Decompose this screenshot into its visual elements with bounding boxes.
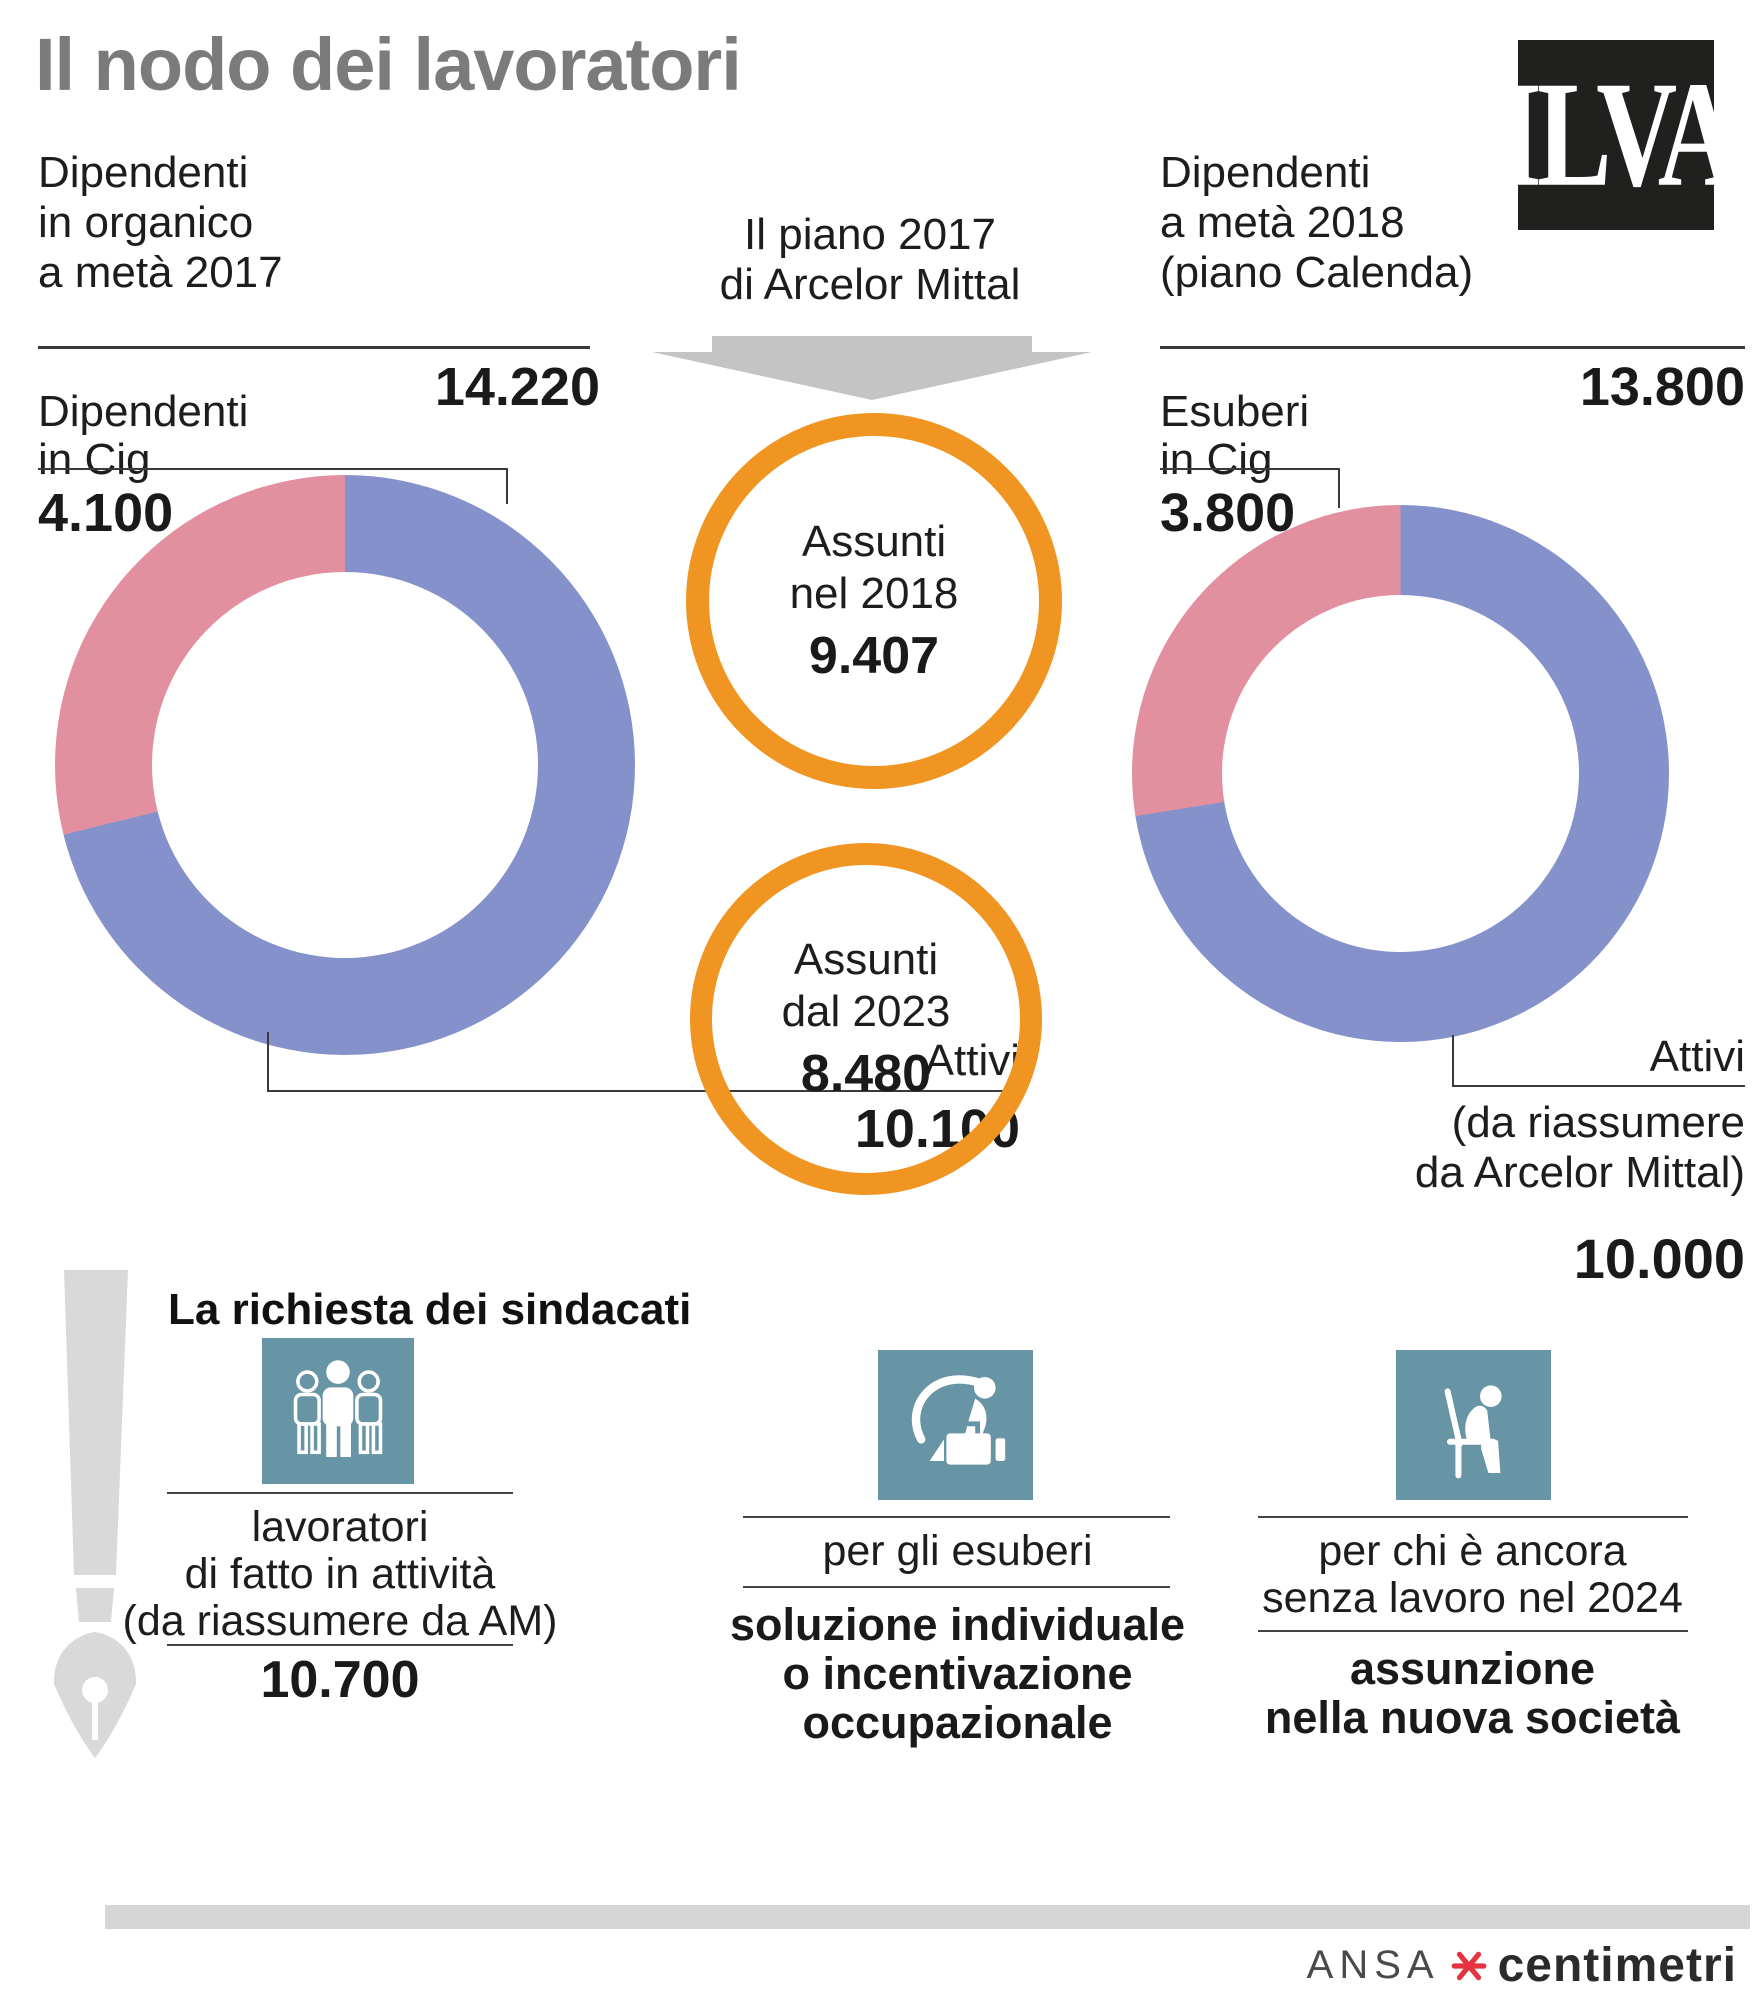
donut-chart-2018 (1132, 505, 1669, 1042)
right-value-2018: 13.800 (1579, 357, 1745, 417)
column2-bold-text: soluzione individuale o incentivazione o… (729, 1599, 1186, 1748)
column3-iconbox (1396, 1350, 1551, 1500)
ilva-logo-text: ILVA (1498, 50, 1738, 219)
plan-caption: Il piano 2017 di Arcelor Mittal (719, 210, 1021, 309)
column3-text: per chi è ancora senza lavoro nel 2024 (1262, 1527, 1683, 1622)
column3-bold-text: assunzione nella nuova società (1264, 1643, 1681, 1743)
left-attivi-connector-v (267, 1032, 269, 1092)
column1-value: 10.700 (260, 1651, 420, 1709)
footer-credits: ANSA centimetri (1307, 1938, 1737, 1993)
right-attivi-value: 10.000 (1573, 1227, 1745, 1290)
donut-hole (152, 572, 538, 958)
centimetri-logo-text: centimetri (1497, 1939, 1737, 1992)
left-rule-1 (38, 346, 590, 349)
right-esuberi-connector-h (1160, 468, 1338, 470)
page-title: Il nodo dei lavoratori (35, 23, 742, 106)
left-label-organico: Dipendenti in organico a metà 2017 (38, 148, 283, 297)
column2-iconbox (878, 1350, 1033, 1500)
left-attivi-connector-h (267, 1090, 1022, 1092)
down-arrow-icon (652, 336, 1092, 400)
right-esuberi-connector-v (1338, 468, 1340, 508)
column2-divider-bottom (743, 1586, 1170, 1588)
workers-group-icon (293, 1360, 383, 1458)
footer-bar (105, 1905, 1750, 1929)
left-value-organico: 14.220 (434, 357, 600, 417)
left-cig-connector-h (38, 468, 508, 470)
right-label-2018: Dipendenti a metà 2018 (piano Calenda) (1160, 148, 1474, 297)
leaving-worker-briefcase-icon (911, 1375, 1005, 1465)
bottom-heading: La richiesta dei sindacati (168, 1285, 692, 1334)
column1-text: lavoratori di fatto in attività (da rias… (122, 1503, 558, 1645)
left-value-cig: 4.100 (38, 483, 174, 543)
ilva-logo: ILVA (1498, 40, 1739, 230)
pen-nib-icon (53, 1270, 137, 1758)
column2-divider-top (743, 1516, 1170, 1518)
right-attivi-sub: (da riassumere da Arcelor Mittal) (1414, 1098, 1745, 1197)
assunti-2023-circle: Assunti dal 2023 8.480 (690, 843, 1042, 1195)
column1-divider-bottom (167, 1644, 513, 1646)
column3-divider-top (1258, 1516, 1688, 1518)
sitting-jobless-icon (1444, 1385, 1502, 1479)
column3-divider-bottom (1258, 1630, 1688, 1632)
donut-hole (1222, 595, 1579, 952)
column1-iconbox (262, 1338, 414, 1484)
right-label-esuberi: Esuberi in Cig (1160, 387, 1310, 484)
right-value-esuberi: 3.800 (1160, 483, 1296, 543)
ansa-logo-text: ANSA (1306, 1943, 1440, 1987)
column1-divider-top (167, 1492, 513, 1494)
right-attivi-connector-h (1452, 1085, 1745, 1087)
left-label-cig: Dipendenti in Cig (38, 387, 249, 484)
right-attivi-label: Attivi (1649, 1032, 1745, 1081)
left-cig-connector-v (506, 468, 508, 504)
column2-text: per gli esuberi (822, 1527, 1093, 1575)
assunti-2018-circle: Assunti nel 2018 9.407 (686, 413, 1062, 789)
donut-chart-2017 (55, 475, 635, 1055)
right-attivi-connector-v (1452, 1035, 1454, 1087)
right-rule-1 (1160, 346, 1745, 349)
centimetri-star-icon (1451, 1951, 1487, 1980)
